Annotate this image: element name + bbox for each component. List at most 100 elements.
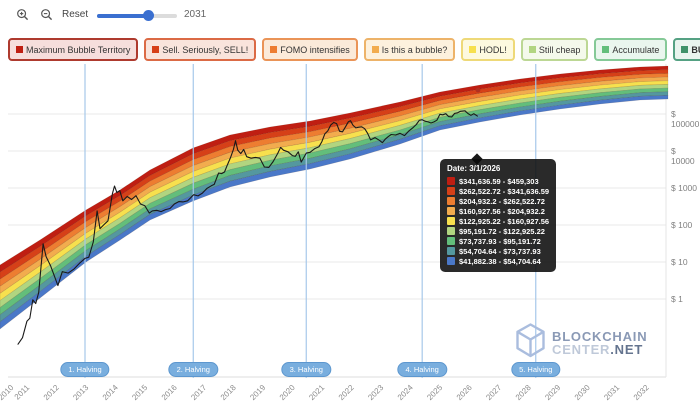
legend-label: BUY! xyxy=(691,44,700,55)
slider-fill xyxy=(97,14,149,18)
legend-label: Accumulate xyxy=(612,44,660,55)
legend-button-3[interactable]: Is this a bubble? xyxy=(363,38,456,61)
slider-thumb[interactable] xyxy=(142,10,154,21)
legend-button-0[interactable]: Maximum Bubble Territory xyxy=(8,38,139,61)
blockchaincenter-watermark: BLOCKCHAIN CENTER.NET xyxy=(514,322,647,364)
tooltip-band-row: $160,927.56 - $204,932.2 xyxy=(447,206,549,216)
tooltip-band-row: $122,925.22 - $160,927.56 xyxy=(447,216,549,226)
tooltip-band-range: $160,927.56 - $204,932.2 xyxy=(459,206,545,216)
zoom-in-icon[interactable] xyxy=(16,8,30,22)
legend-swatch-icon xyxy=(152,46,160,53)
legend-swatch-icon xyxy=(681,46,689,53)
watermark-text: BLOCKCHAIN CENTER.NET xyxy=(552,329,648,357)
legend-label: HODL! xyxy=(479,44,507,55)
tooltip-band-range: $54,704.64 - $73,737.93 xyxy=(459,246,541,256)
x-axis-label: 2018 xyxy=(219,383,238,402)
legend-button-5[interactable]: Still cheap xyxy=(520,38,589,61)
y-axis-label: $ 10 xyxy=(671,257,688,267)
x-axis-label: 2024 xyxy=(396,383,415,402)
tooltip-band-row: $41,882.38 - $54,704.64 xyxy=(447,256,549,266)
legend-swatch-icon xyxy=(602,46,610,53)
tooltip-band-swatch-icon xyxy=(447,197,455,205)
legend-label: Is this a bubble? xyxy=(381,44,448,55)
tooltip-band-row: $204,932.2 - $262,522.72 xyxy=(447,196,549,206)
tooltip-date: Date: 3/1/2026 xyxy=(447,164,501,173)
x-axis-label: 2010 xyxy=(0,383,16,402)
year-range-slider[interactable] xyxy=(97,10,177,21)
tooltip-band-row: $262,522.72 - $341,636.59 xyxy=(447,186,549,196)
legend-swatch-icon xyxy=(270,46,278,53)
chart-tooltip: Date: 3/1/2026 $341,636.59 - $459,303 $26… xyxy=(440,153,556,272)
tooltip-band-swatch-icon xyxy=(447,247,455,255)
x-axis-label: 2026 xyxy=(455,383,474,402)
x-axis-label: 2020 xyxy=(278,383,297,402)
x-axis-label: 2029 xyxy=(543,383,562,402)
tooltip-band-range: $95,191.72 - $122,925.22 xyxy=(459,226,545,236)
y-axis-label: $ 100000 xyxy=(671,109,700,129)
tooltip-band-range: $341,636.59 - $459,303 xyxy=(459,176,539,186)
x-axis-label: 2015 xyxy=(130,383,149,402)
tooltip-band-range: $122,925.22 - $160,927.56 xyxy=(459,216,550,226)
x-axis-label: 2031 xyxy=(602,383,621,402)
legend-label: Sell. Seriously, SELL! xyxy=(162,44,249,55)
halving-badge: 1. Halving xyxy=(60,362,110,377)
x-axis-label: 2022 xyxy=(337,383,356,402)
tooltip-band-row: $73,737.93 - $95,191.72 xyxy=(447,236,549,246)
reset-button[interactable]: Reset xyxy=(62,9,89,20)
x-axis-label: 2011 xyxy=(13,383,32,402)
x-axis-label: 2023 xyxy=(366,383,385,402)
legend-bar: Maximum Bubble Territory Sell. Seriously,… xyxy=(8,38,700,61)
x-axis-label: 2025 xyxy=(425,383,444,402)
x-axis-label: 2016 xyxy=(160,383,179,402)
tooltip-band-swatch-icon xyxy=(447,207,455,215)
tooltip-band-range: $41,882.38 - $54,704.64 xyxy=(459,256,541,266)
tooltip-band-swatch-icon xyxy=(447,227,455,235)
tooltip-band-row: $95,191.72 - $122,925.22 xyxy=(447,226,549,236)
legend-button-7[interactable]: BUY! xyxy=(673,38,700,61)
y-axis-label: $ 100 xyxy=(671,220,693,230)
halving-badge: 2. Halving xyxy=(168,362,218,377)
tooltip-band-row: $341,636.59 - $459,303 xyxy=(447,176,549,186)
tooltip-band-swatch-icon xyxy=(447,257,455,265)
y-axis-label: $ 1000 xyxy=(671,183,697,193)
legend-label: FOMO intensifies xyxy=(280,44,350,55)
tooltip-band-swatch-icon xyxy=(447,187,455,195)
tooltip-band-swatch-icon xyxy=(447,177,455,185)
tooltip-band-range: $73,737.93 - $95,191.72 xyxy=(459,236,541,246)
rainbow-band-3 xyxy=(0,76,669,294)
halving-badge: 4. Halving xyxy=(397,362,447,377)
x-axis-label: 2021 xyxy=(307,383,326,402)
zoom-out-icon[interactable] xyxy=(40,8,54,22)
x-axis-label: 2012 xyxy=(42,383,61,402)
legend-label: Maximum Bubble Territory xyxy=(26,44,131,55)
x-axis-label: 2019 xyxy=(248,383,267,402)
legend-button-1[interactable]: Sell. Seriously, SELL! xyxy=(144,38,257,61)
tooltip-band-range: $262,522.72 - $341,636.59 xyxy=(459,186,550,196)
legend-swatch-icon xyxy=(469,46,477,53)
legend-swatch-icon xyxy=(371,46,379,53)
x-axis-label: 2028 xyxy=(514,383,533,402)
halving-badge: 5. Halving xyxy=(511,362,561,377)
legend-swatch-icon xyxy=(16,46,23,53)
x-axis-label: 2030 xyxy=(573,383,592,402)
tooltip-band-row: $54,704.64 - $73,737.93 xyxy=(447,246,549,256)
btc-price-line xyxy=(17,110,478,345)
x-axis-label: 2027 xyxy=(484,383,503,402)
halving-badge: 3. Halving xyxy=(281,362,331,377)
x-axis-label: 2013 xyxy=(71,383,90,402)
y-axis-label: $ 10000 xyxy=(671,146,695,166)
tooltip-band-range: $204,932.2 - $262,522.72 xyxy=(459,196,545,206)
tooltip-rows: $341,636.59 - $459,303 $262,522.72 - $341… xyxy=(447,176,549,266)
x-axis-label: 2032 xyxy=(632,383,651,402)
toolbar: Reset 2031 xyxy=(0,0,700,32)
tooltip-band-swatch-icon xyxy=(447,237,455,245)
x-axis-label: 2014 xyxy=(101,383,120,402)
legend-button-6[interactable]: Accumulate xyxy=(594,38,668,61)
legend-button-4[interactable]: HODL! xyxy=(461,38,515,61)
legend-button-2[interactable]: FOMO intensifies xyxy=(262,38,358,61)
y-axis-label: $ 1 xyxy=(671,294,683,304)
slider-value: 2031 xyxy=(184,9,207,20)
legend-label: Still cheap xyxy=(538,44,581,55)
